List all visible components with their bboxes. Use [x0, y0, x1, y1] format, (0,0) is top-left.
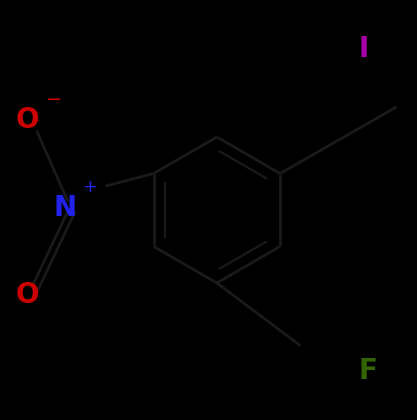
Text: O: O	[15, 281, 39, 310]
Text: O: O	[15, 106, 39, 134]
Text: N: N	[53, 194, 76, 222]
Text: I: I	[359, 35, 369, 63]
Text: +: +	[82, 178, 97, 196]
Text: F: F	[359, 357, 377, 385]
Text: −: −	[46, 90, 63, 109]
